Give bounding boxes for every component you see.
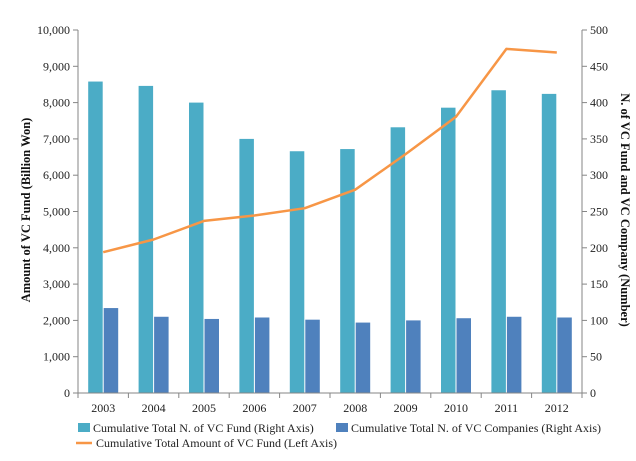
legend-item-vc-companies: Cumulative Total N. of VC Companies (Rig… — [336, 421, 601, 435]
legend-item-vc-amount: Cumulative Total Amount of VC Fund (Left… — [76, 436, 337, 450]
axes-layer: 0 1,000 2,000 3,000 4,000 5,000 6,000 7,000 8,00… — [37, 23, 608, 415]
bar-vc-companies-2012 — [557, 317, 572, 393]
y-left-tick-label: 10,000 — [37, 23, 70, 37]
x-tick-label-2008: 2008 — [343, 401, 367, 415]
bar-vc-companies-2004 — [154, 316, 169, 393]
y-right-tick-label: 150 — [590, 277, 608, 291]
y-left-tick-label: 0 — [64, 386, 70, 400]
x-tick-label-2010: 2010 — [444, 401, 468, 415]
y-left-tick-label: 8,000 — [43, 96, 70, 110]
bar-vc-fund-2008 — [340, 149, 355, 393]
y-right-tick-label: 350 — [590, 132, 608, 146]
bar-vc-companies-2009 — [406, 320, 421, 393]
y-left-tick-label: 7,000 — [43, 132, 70, 146]
bars-layer — [88, 81, 572, 394]
y-right-tick-label: 500 — [590, 23, 608, 37]
bar-vc-companies-2005 — [204, 318, 219, 393]
y-right-tick-label: 400 — [590, 96, 608, 110]
y-right-tick-label: 100 — [590, 313, 608, 327]
x-tick-label-2005: 2005 — [192, 401, 216, 415]
bar-vc-fund-2004 — [138, 85, 154, 393]
y-left-tick-label: 9,000 — [43, 59, 70, 73]
bar-vc-fund-2012 — [541, 93, 557, 393]
y-left-tick-label: 2,000 — [43, 313, 70, 327]
x-tick-label-2004: 2004 — [142, 401, 166, 415]
x-tick-label-2011: 2011 — [495, 401, 519, 415]
bar-vc-companies-2011 — [506, 316, 522, 393]
bar-vc-fund-2010 — [441, 107, 456, 393]
x-tick-label-2007: 2007 — [293, 401, 317, 415]
legend-swatch-vc-fund — [78, 423, 90, 432]
bar-vc-fund-2006 — [239, 138, 254, 393]
bar-vc-fund-2009 — [390, 127, 406, 393]
y-right-tick-label: 250 — [590, 205, 608, 219]
bar-vc-fund-2003 — [88, 81, 103, 394]
legend-swatch-vc-companies — [336, 423, 348, 432]
x-tick-label-2009: 2009 — [394, 401, 418, 415]
legend-label-vc-companies: Cumulative Total N. of VC Companies (Rig… — [351, 421, 601, 435]
y-right-tick-label: 50 — [590, 350, 602, 364]
y-right-tick-label: 300 — [590, 168, 608, 182]
legend-label-vc-amount: Cumulative Total Amount of VC Fund (Left… — [96, 436, 337, 450]
y-left-tick-label: 1,000 — [43, 350, 70, 364]
y-left-tick-label: 3,000 — [43, 277, 70, 291]
x-tick-label-2012: 2012 — [545, 401, 569, 415]
y-left-axis-title: Amount of VC Fund (Billion Won) — [19, 118, 33, 303]
y-right-tick-label: 0 — [590, 386, 596, 400]
y-left-tick-label: 6,000 — [43, 168, 70, 182]
bar-vc-companies-2010 — [456, 318, 471, 393]
bar-vc-companies-2008 — [355, 322, 371, 393]
x-tick-label-2003: 2003 — [91, 401, 115, 415]
y-left-tick-label: 4,000 — [43, 241, 70, 255]
line-layer — [102, 47, 557, 254]
line-vc-amount — [102, 47, 557, 254]
bar-vc-companies-2006 — [254, 317, 270, 393]
bar-vc-companies-2003 — [103, 308, 119, 393]
bar-vc-fund-2005 — [189, 102, 204, 393]
x-tick-label-2006: 2006 — [242, 401, 266, 415]
legend-item-vc-fund: Cumulative Total N. of VC Fund (Right Ax… — [78, 421, 314, 435]
y-right-tick-label: 200 — [590, 241, 608, 255]
legend: Cumulative Total N. of VC Fund (Right Ax… — [76, 421, 601, 450]
bar-vc-fund-2011 — [491, 90, 506, 394]
y-right-axis-title: N. of VC Fund and VC Company (Number) — [618, 93, 632, 327]
bar-vc-fund-2007 — [289, 151, 305, 393]
y-left-tick-label: 5,000 — [43, 205, 70, 219]
y-right-tick-label: 450 — [590, 59, 608, 73]
legend-label-vc-fund: Cumulative Total N. of VC Fund (Right Ax… — [93, 421, 314, 435]
bar-vc-companies-2007 — [305, 319, 320, 393]
